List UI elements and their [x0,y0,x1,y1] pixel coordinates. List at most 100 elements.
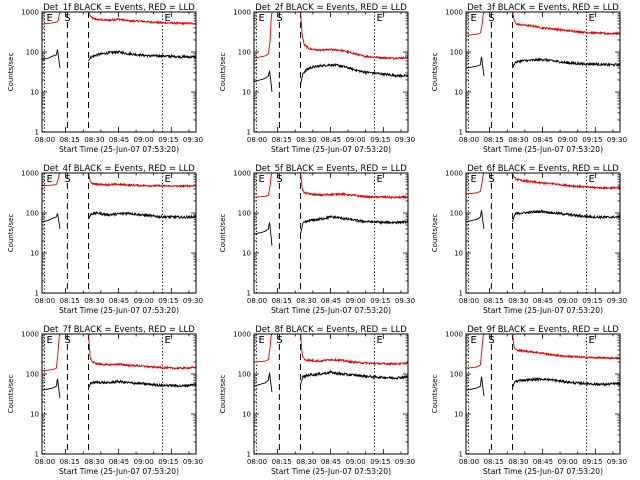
series-line-events [88,50,196,62]
series-line-lld [42,12,61,25]
x-tick-label: 09:15 [582,136,602,144]
y-ticks [42,172,196,294]
series-line-events [466,376,485,397]
x-tick-label: 09:15 [158,297,178,305]
series-line-lld [42,173,61,187]
y-tick-label: 100 [450,49,463,57]
marker-label: S [64,13,70,24]
marker-label: E [46,174,52,185]
x-tick-label: 08:30 [84,297,104,305]
x-tick-label: 08:00 [35,136,55,144]
series-line-lld [254,12,273,59]
x-tick-label: 08:45 [533,458,553,466]
marker-label: E [46,335,52,346]
y-tick-label: 10 [30,89,39,97]
x-tick-label: 08:00 [247,297,267,305]
marker-label: E [258,13,264,24]
series-line-events [300,369,408,385]
marker-label: S [488,335,494,346]
series-line-events [512,209,620,223]
x-tick-label: 08:45 [321,136,341,144]
series-line-lld [254,334,273,363]
plot-frame [253,172,409,294]
panel-title: Det_6f BLACK = Events, RED = LLD [467,164,619,174]
y-tick-label: 1000 [445,9,463,17]
x-tick-label: 09:15 [158,458,178,466]
series-line-events [42,213,61,229]
x-tick-label: 08:15 [60,458,80,466]
y-tick-label: 10 [454,411,463,419]
series-line-lld [512,334,620,361]
series-line-lld [466,173,485,195]
series-line-events [88,379,196,389]
panel-title: Det_3f BLACK = Events, RED = LLD [467,3,619,13]
series-line-lld [300,12,408,61]
x-tick-label: 08:45 [533,136,553,144]
x-tick-label: 08:30 [296,458,316,466]
y-tick-label: 1 [459,129,463,137]
x-ticks [277,173,402,293]
y-axis-label: Counts/sec [219,375,227,414]
series-line-lld [300,334,408,366]
series-line-lld [512,173,620,191]
y-ticks [254,172,408,294]
marker-label: E [377,335,383,346]
panel-det-4: Det_4f BLACK = Events, RED = LLD Counts/s… [7,164,203,315]
marker-label: S [488,13,494,24]
x-ticks [489,173,614,293]
panel-det-8: Det_8f BLACK = Events, RED = LLD Counts/s… [219,325,415,476]
marker-label: E [589,13,595,24]
x-tick-label: 08:30 [84,458,104,466]
marker-label: E [165,174,171,185]
x-tick-label: 08:15 [484,297,504,305]
series-line-lld [88,334,196,371]
series-line-events [254,70,273,93]
marker-label: S [488,174,494,185]
y-tick-label: 1000 [233,9,251,17]
marker-label: S [276,174,282,185]
series-line-lld [466,334,485,369]
series-line-events [466,56,485,77]
x-ticks [65,173,190,293]
series-line-lld [88,173,196,189]
x-ticks [65,334,190,454]
series-line-lld [42,334,61,372]
marker-label: E [258,335,264,346]
x-tick-label: 08:45 [109,458,129,466]
y-tick-label: 100 [450,371,463,379]
marker-label: E [377,174,383,185]
x-tick-label: 09:30 [607,458,627,466]
x-tick-label: 09:00 [346,297,366,305]
plot-frame [253,333,409,455]
y-tick-label: 10 [454,89,463,97]
series-line-events [42,48,61,68]
x-tick-label: 09:30 [183,297,203,305]
x-tick-label: 08:00 [459,458,479,466]
y-ticks [42,333,196,455]
y-axis-label: Counts/sec [7,375,15,414]
x-tick-label: 08:15 [60,297,80,305]
y-tick-label: 100 [450,210,463,218]
y-tick-label: 1 [247,129,251,137]
x-tick-label: 08:00 [247,136,267,144]
x-tick-label: 09:15 [370,136,390,144]
x-tick-label: 09:15 [370,458,390,466]
plot-frame [41,172,197,294]
x-tick-label: 09:00 [558,297,578,305]
x-tick-label: 08:45 [109,136,129,144]
x-tick-label: 09:00 [558,136,578,144]
x-tick-label: 08:15 [484,136,504,144]
y-tick-label: 100 [238,371,251,379]
x-axis-label: Start Time (25-Jun-07 07:53:20) [483,306,603,315]
x-tick-label: 08:15 [272,297,292,305]
x-ticks [489,334,614,454]
panel-title: Det_8f BLACK = Events, RED = LLD [255,325,407,335]
y-tick-label: 10 [242,89,251,97]
y-ticks [254,333,408,455]
x-tick-label: 09:00 [134,458,154,466]
marker-label: S [64,335,70,346]
marker-label: E [589,174,595,185]
y-axis-label: Counts/sec [431,375,439,414]
series-line-lld [88,12,196,26]
